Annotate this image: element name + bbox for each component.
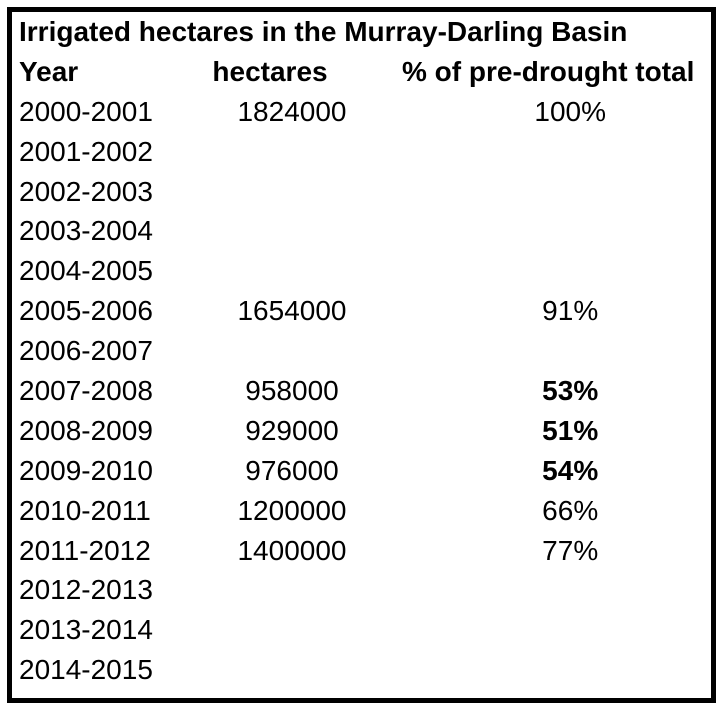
year-cell: 2005-2006	[19, 295, 153, 327]
percent-cell	[402, 331, 725, 371]
hectares-cell: 1824000	[237, 95, 347, 127]
hectares-cell	[182, 251, 402, 291]
hectares-cell	[182, 211, 402, 251]
year-cell: 2000-2001	[19, 95, 153, 127]
year-cell: 2008-2009	[19, 414, 153, 446]
hectares-cell	[182, 331, 402, 371]
year-cell: 2012-2013	[19, 574, 153, 606]
percent-cell	[402, 211, 725, 251]
percent-cell: 54%	[542, 454, 599, 486]
year-cell: 2010-2011	[19, 494, 151, 526]
hectares-cell	[182, 610, 402, 650]
hectares-cell	[182, 650, 402, 690]
col-header-hectares: hectares	[212, 55, 328, 87]
hectares-cell	[182, 132, 402, 172]
hectares-cell: 1654000	[237, 295, 347, 327]
percent-cell: 91%	[542, 295, 599, 327]
percent-cell: 66%	[542, 494, 599, 526]
hectares-cell: 1400000	[237, 534, 347, 566]
percent-cell	[402, 132, 725, 172]
percent-cell: 51%	[542, 414, 599, 446]
year-cell: 2009-2010	[19, 454, 153, 486]
hectares-cell	[182, 172, 402, 212]
percent-cell	[402, 570, 725, 610]
col-header-year: Year	[19, 55, 79, 87]
year-cell: 2004-2005	[19, 255, 153, 287]
hectares-cell	[182, 570, 402, 610]
percent-cell: 53%	[542, 374, 599, 406]
year-cell: 2006-2007	[19, 335, 153, 367]
data-table: Irrigated hectares in the Murray-Darling…	[7, 7, 716, 703]
year-cell: 2013-2014	[19, 614, 153, 646]
year-cell: 2014-2015	[19, 654, 153, 686]
year-cell: 2011-2012	[19, 534, 151, 566]
hectares-cell: 958000	[245, 374, 339, 406]
percent-cell	[402, 650, 725, 690]
percent-cell	[402, 610, 725, 650]
hectares-cell: 1200000	[237, 494, 347, 526]
hectares-cell: 976000	[245, 454, 339, 486]
percent-cell: 100%	[534, 95, 607, 127]
percent-cell	[402, 251, 725, 291]
year-cell: 2007-2008	[19, 374, 153, 406]
year-cell: 2001-2002	[19, 135, 153, 167]
year-cell: 2003-2004	[19, 215, 153, 247]
percent-cell: 77%	[542, 534, 599, 566]
table-title: Irrigated hectares in the Murray-Darling…	[19, 15, 628, 47]
hectares-cell: 929000	[245, 414, 339, 446]
col-header-percent: % of pre-drought total	[402, 55, 695, 87]
year-cell: 2002-2003	[19, 175, 153, 207]
percent-cell	[402, 172, 725, 212]
